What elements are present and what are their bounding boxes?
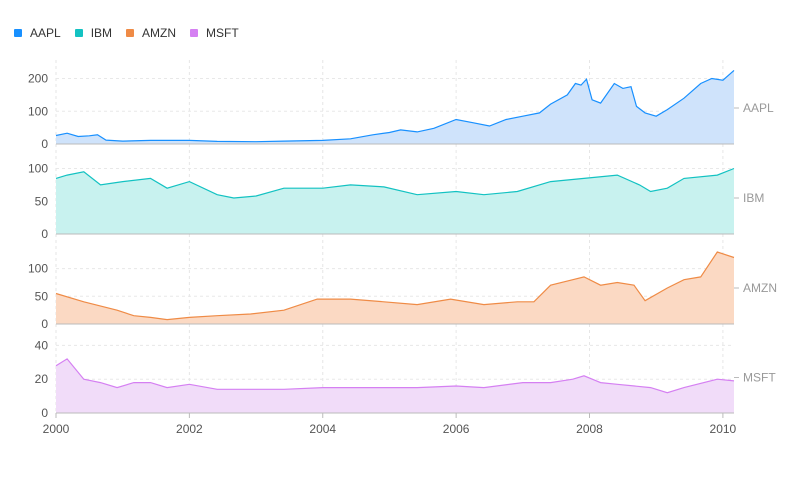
panel-label-aapl: AAPL (743, 101, 774, 115)
legend-swatch (190, 29, 199, 37)
y-tick-label: 40 (35, 338, 49, 352)
area-ibm (56, 168, 734, 234)
legend-label: AMZN (142, 26, 177, 40)
x-tick-label: 2000 (43, 422, 70, 436)
y-tick-label: 50 (35, 289, 49, 303)
legend-item-msft[interactable]: MSFT (190, 26, 239, 40)
chart-legend: AAPL IBM AMZN MSFT (14, 26, 239, 40)
line-amzn (55, 251, 735, 321)
x-tick-label: 2008 (576, 422, 603, 436)
x-tick-label: 2006 (443, 422, 470, 436)
y-tick-label: 200 (28, 72, 48, 86)
x-tick-label: 2004 (309, 422, 336, 436)
y-tick-label: 20 (35, 372, 49, 386)
legend-item-amzn[interactable]: AMZN (126, 26, 176, 40)
legend-label: MSFT (206, 26, 239, 40)
panel-amzn: 0 50 100 AMZN (28, 251, 777, 331)
panel-label-msft: MSFT (743, 371, 776, 385)
panel-label-amzn: AMZN (743, 281, 777, 295)
area-aapl (56, 70, 734, 144)
y-tick-label: 0 (41, 227, 48, 241)
panel-label-ibm: IBM (743, 191, 764, 205)
y-tick-label: 100 (28, 162, 48, 176)
legend-item-ibm[interactable]: IBM (74, 26, 113, 40)
y-tick-label: 0 (41, 137, 48, 151)
panel-aapl: 0 100 200 AAPL (28, 69, 774, 151)
y-tick-label: 100 (28, 262, 48, 276)
area-amzn (56, 252, 734, 324)
legend-swatch (74, 29, 83, 37)
x-axis: 2000 2002 2004 2006 2008 2010 (43, 413, 737, 436)
x-tick-label: 2010 (710, 422, 737, 436)
y-tick-label: 100 (28, 104, 48, 118)
panel-msft: 0 20 40 MSFT (35, 338, 777, 420)
legend-label: IBM (90, 26, 113, 40)
y-tick-label: 0 (41, 406, 48, 420)
area-msft (56, 358, 734, 413)
legend-swatch (14, 29, 22, 37)
legend-label: AAPL (30, 26, 61, 40)
legend-swatch (126, 29, 135, 37)
y-tick-label: 0 (41, 317, 48, 331)
line-aapl (55, 69, 735, 143)
panel-ibm: 0 50 100 IBM (28, 162, 764, 241)
line-ibm (55, 167, 735, 199)
line-msft (55, 358, 735, 394)
y-tick-label: 50 (35, 194, 49, 208)
legend-item-aapl[interactable]: AAPL (14, 26, 61, 40)
x-tick-label: 2002 (176, 422, 203, 436)
